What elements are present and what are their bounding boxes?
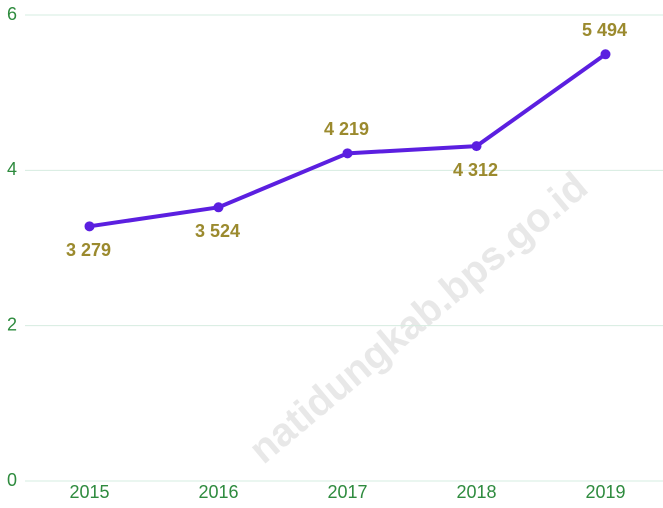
x-tick-label: 2018 bbox=[456, 482, 496, 502]
y-tick-label: 4 bbox=[7, 159, 17, 179]
x-tick-label: 2015 bbox=[69, 482, 109, 502]
y-tick-label: 6 bbox=[7, 4, 17, 24]
data-label: 3 524 bbox=[195, 221, 240, 241]
point bbox=[213, 202, 224, 213]
point bbox=[84, 221, 95, 232]
x-tick-label: 2017 bbox=[327, 482, 367, 502]
x-tick-label: 2019 bbox=[585, 482, 625, 502]
data-label: 4 312 bbox=[453, 160, 498, 180]
point bbox=[600, 49, 611, 60]
data-label: 5 494 bbox=[582, 20, 627, 40]
data-label: 3 279 bbox=[66, 240, 111, 260]
y-tick-label: 0 bbox=[7, 470, 17, 490]
y-tick-label: 2 bbox=[7, 314, 17, 334]
point bbox=[471, 141, 482, 152]
data-label: 4 219 bbox=[324, 119, 369, 139]
point bbox=[342, 148, 353, 159]
watermark: natidungkab.bps.go.id bbox=[241, 164, 596, 472]
x-tick-label: 2016 bbox=[198, 482, 238, 502]
